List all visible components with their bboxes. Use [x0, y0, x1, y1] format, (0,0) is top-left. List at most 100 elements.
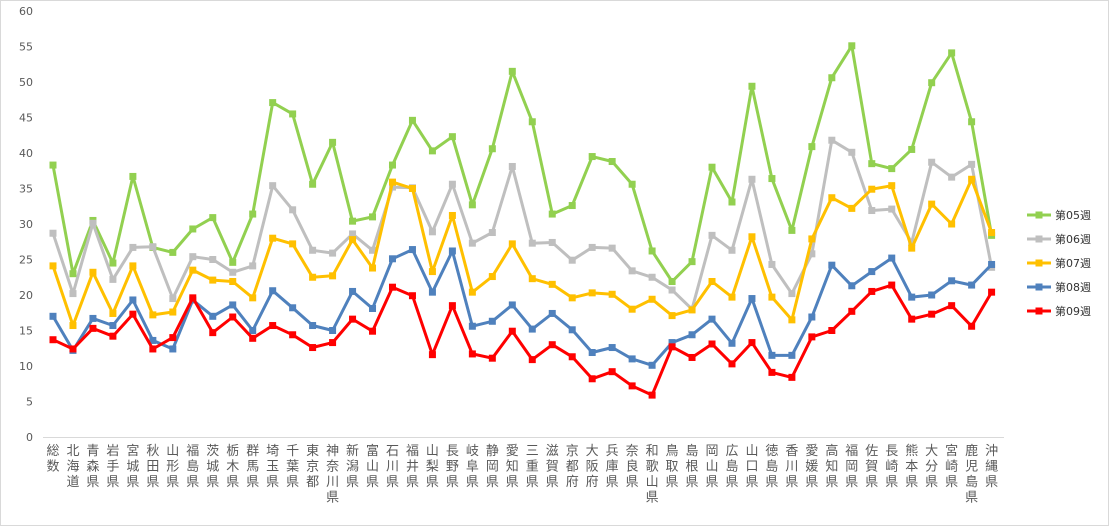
data-point	[428, 351, 436, 359]
data-point	[828, 74, 836, 82]
x-tick-label: 山形県	[166, 444, 179, 490]
x-tick-label: 愛知県	[506, 444, 519, 490]
y-tick-label: 55	[19, 41, 33, 54]
data-point	[728, 293, 736, 301]
data-point	[928, 200, 936, 208]
data-point	[948, 302, 956, 310]
x-axis: 総数北海道青森県岩手県宮城県秋田県山形県福島県茨城県栃木県群馬県埼玉県千葉県東京…	[43, 437, 1004, 506]
x-tick-label: 群馬県	[246, 444, 259, 490]
data-point	[49, 229, 57, 237]
x-tick-label: 奈良県	[626, 444, 639, 490]
x-tick-label: 秋田県	[146, 444, 159, 490]
legend-label: 第07週	[1055, 256, 1091, 270]
series-layer	[49, 42, 996, 399]
x-tick-label: 和歌山県	[646, 444, 659, 506]
data-point	[89, 268, 97, 276]
data-point	[109, 332, 117, 340]
data-point	[628, 382, 636, 390]
data-point	[249, 294, 257, 302]
data-point	[588, 349, 596, 357]
data-point	[269, 99, 277, 107]
x-tick-label: 徳島県	[765, 444, 778, 490]
data-point	[548, 309, 556, 317]
x-tick-label: 福島県	[186, 444, 199, 490]
data-point	[628, 180, 636, 188]
data-point	[189, 294, 197, 302]
data-point	[129, 310, 137, 318]
data-point	[249, 210, 257, 218]
data-point	[329, 272, 337, 280]
x-tick-label: 新潟県	[346, 443, 359, 490]
data-point	[628, 305, 636, 313]
data-point	[189, 225, 197, 233]
x-tick-label: 静岡県	[486, 444, 499, 490]
data-point	[209, 312, 217, 320]
data-point	[928, 291, 936, 299]
data-point	[468, 288, 476, 296]
data-point	[728, 360, 736, 368]
data-point	[668, 286, 676, 294]
data-point	[548, 238, 556, 246]
data-point	[748, 175, 756, 183]
data-point	[568, 353, 576, 361]
data-point	[89, 314, 97, 322]
data-point	[968, 322, 976, 330]
data-point	[728, 198, 736, 206]
x-tick-label: 長野県	[446, 444, 459, 490]
series-line	[52, 283, 993, 397]
data-point	[748, 82, 756, 90]
data-point	[588, 375, 596, 383]
data-point	[868, 207, 876, 215]
data-point	[448, 247, 456, 255]
data-point	[648, 247, 656, 255]
data-point	[668, 312, 676, 320]
data-point	[488, 273, 496, 281]
legend-item: 第06週	[1027, 232, 1091, 246]
series	[49, 175, 996, 330]
legend-label: 第06週	[1055, 232, 1091, 246]
x-tick-label: 鹿児島県	[965, 443, 978, 506]
legend-label: 第09週	[1055, 304, 1091, 318]
data-point	[309, 273, 317, 281]
data-point	[269, 182, 277, 190]
x-tick-label: 東京都	[306, 443, 319, 490]
data-point	[828, 194, 836, 202]
legend-marker	[1035, 307, 1043, 315]
x-tick-label: 熊本県	[905, 443, 918, 490]
data-point	[229, 278, 237, 286]
x-tick-label: 島根県	[686, 444, 699, 490]
data-point	[828, 136, 836, 144]
data-point	[349, 230, 357, 238]
data-point	[908, 293, 916, 301]
data-point	[109, 275, 117, 283]
data-point	[848, 282, 856, 290]
data-point	[269, 234, 277, 242]
data-point	[448, 180, 456, 188]
data-point	[728, 339, 736, 347]
data-point	[968, 175, 976, 183]
legend-label: 第05週	[1055, 208, 1091, 222]
data-point	[269, 322, 277, 330]
data-point	[768, 351, 776, 359]
data-point	[309, 246, 317, 254]
data-point	[848, 204, 856, 212]
data-point	[748, 295, 756, 303]
data-point	[568, 326, 576, 334]
x-tick-label: 石川県	[386, 444, 399, 490]
data-point	[149, 311, 157, 319]
x-tick-label: 福井県	[406, 444, 419, 490]
legend-item: 第09週	[1027, 304, 1091, 318]
data-point	[808, 313, 816, 321]
series-line	[51, 44, 994, 283]
data-point	[329, 138, 337, 146]
data-point	[408, 116, 416, 124]
data-point	[628, 267, 636, 275]
data-point	[129, 243, 137, 251]
series	[49, 246, 996, 369]
data-point	[169, 345, 177, 353]
data-point	[388, 255, 396, 263]
x-tick-label: 兵庫県	[606, 444, 619, 490]
data-point	[928, 79, 936, 87]
data-point	[329, 339, 337, 347]
